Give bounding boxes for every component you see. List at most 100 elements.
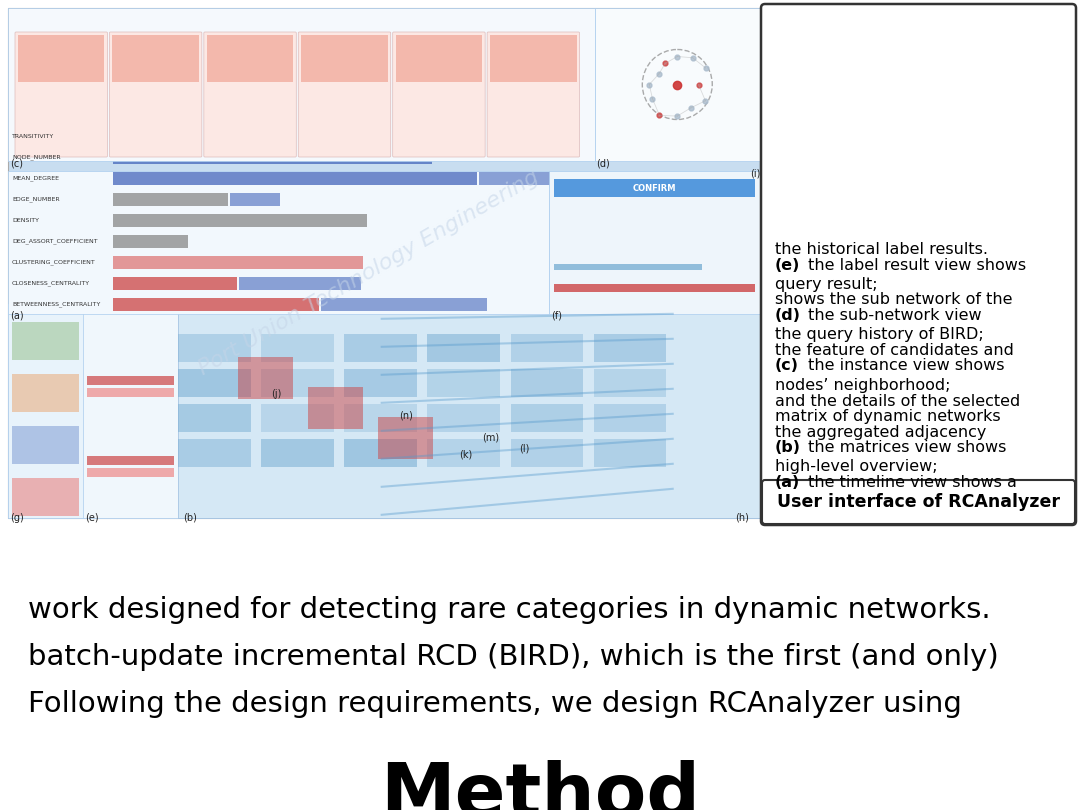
Text: (l): (l): [519, 443, 529, 453]
FancyBboxPatch shape: [594, 404, 666, 432]
FancyBboxPatch shape: [428, 334, 500, 362]
FancyBboxPatch shape: [112, 35, 199, 82]
Text: nodes’ neighborhood;: nodes’ neighborhood;: [775, 378, 950, 393]
Text: (e): (e): [775, 258, 800, 272]
Text: (d): (d): [596, 158, 610, 168]
FancyBboxPatch shape: [113, 298, 319, 311]
FancyBboxPatch shape: [239, 277, 361, 290]
FancyBboxPatch shape: [83, 304, 178, 518]
FancyBboxPatch shape: [109, 32, 202, 157]
Text: (d): (d): [775, 308, 801, 323]
FancyBboxPatch shape: [204, 32, 296, 157]
Text: DEG_ASSORT_COEFFICIENT: DEG_ASSORT_COEFFICIENT: [12, 238, 97, 244]
Text: and the details of the selected: and the details of the selected: [775, 394, 1021, 408]
FancyBboxPatch shape: [428, 369, 500, 397]
Text: the query history of BIRD;: the query history of BIRD;: [775, 327, 984, 343]
FancyBboxPatch shape: [487, 32, 580, 157]
FancyBboxPatch shape: [238, 357, 293, 399]
FancyBboxPatch shape: [113, 193, 228, 206]
FancyBboxPatch shape: [178, 439, 251, 467]
FancyBboxPatch shape: [113, 277, 237, 290]
FancyBboxPatch shape: [490, 35, 577, 82]
Text: Following the design requirements, we design RCAnalyzer using: Following the design requirements, we de…: [28, 690, 962, 718]
Text: query result;: query result;: [775, 277, 878, 292]
FancyBboxPatch shape: [178, 304, 760, 518]
Text: (n): (n): [399, 411, 413, 421]
FancyBboxPatch shape: [511, 404, 583, 432]
Text: (f): (f): [552, 311, 563, 321]
Text: MEAN_DEGREE: MEAN_DEGREE: [12, 175, 59, 181]
FancyBboxPatch shape: [428, 404, 500, 432]
FancyBboxPatch shape: [87, 468, 174, 477]
FancyBboxPatch shape: [594, 334, 666, 362]
Text: (a): (a): [10, 311, 24, 321]
FancyBboxPatch shape: [345, 439, 417, 467]
FancyBboxPatch shape: [393, 32, 485, 157]
Text: the sub-network view: the sub-network view: [804, 308, 982, 323]
Text: matrix of dynamic networks: matrix of dynamic networks: [775, 409, 1001, 424]
Text: NODE_NUMBER: NODE_NUMBER: [12, 154, 60, 160]
FancyBboxPatch shape: [511, 369, 583, 397]
FancyBboxPatch shape: [15, 32, 107, 157]
Text: (h): (h): [735, 513, 748, 523]
FancyBboxPatch shape: [113, 256, 363, 269]
Text: CONFIRM: CONFIRM: [633, 184, 676, 193]
Text: (b): (b): [775, 440, 801, 455]
Text: the aggregated adjacency: the aggregated adjacency: [775, 424, 986, 440]
FancyBboxPatch shape: [345, 369, 417, 397]
Text: EDGE_NUMBER: EDGE_NUMBER: [12, 196, 59, 202]
FancyBboxPatch shape: [321, 298, 487, 311]
FancyBboxPatch shape: [595, 8, 760, 161]
FancyBboxPatch shape: [761, 4, 1076, 525]
FancyBboxPatch shape: [230, 193, 280, 206]
Text: high-level overview;: high-level overview;: [775, 459, 937, 475]
Text: BETWEENNESS_CENTRALITY: BETWEENNESS_CENTRALITY: [12, 301, 100, 307]
FancyBboxPatch shape: [308, 387, 363, 429]
Text: User interface of RCAnalyzer: User interface of RCAnalyzer: [777, 493, 1059, 511]
FancyBboxPatch shape: [594, 369, 666, 397]
FancyBboxPatch shape: [12, 322, 79, 360]
FancyBboxPatch shape: [345, 334, 417, 362]
FancyBboxPatch shape: [762, 480, 1075, 524]
FancyBboxPatch shape: [511, 439, 583, 467]
Text: CLOSENESS_CENTRALITY: CLOSENESS_CENTRALITY: [12, 280, 90, 286]
FancyBboxPatch shape: [554, 179, 755, 197]
FancyBboxPatch shape: [87, 388, 174, 397]
Text: DENSITY: DENSITY: [12, 218, 39, 223]
Text: the timeline view shows a: the timeline view shows a: [804, 475, 1017, 490]
FancyBboxPatch shape: [511, 334, 583, 362]
FancyBboxPatch shape: [18, 35, 105, 82]
FancyBboxPatch shape: [8, 8, 760, 518]
Text: the instance view shows: the instance view shows: [804, 359, 1004, 373]
FancyBboxPatch shape: [113, 214, 367, 227]
Text: (a): (a): [775, 475, 800, 490]
FancyBboxPatch shape: [113, 235, 188, 248]
FancyBboxPatch shape: [261, 404, 334, 432]
FancyBboxPatch shape: [12, 374, 79, 412]
Text: TRANSITIVITY: TRANSITIVITY: [12, 134, 54, 139]
FancyBboxPatch shape: [113, 172, 476, 185]
Text: the historical label results.: the historical label results.: [775, 242, 988, 257]
FancyBboxPatch shape: [594, 439, 666, 467]
FancyBboxPatch shape: [87, 376, 174, 385]
Text: (k): (k): [459, 450, 472, 459]
FancyBboxPatch shape: [207, 35, 294, 82]
Text: CLUSTERING_COEFFICIENT: CLUSTERING_COEFFICIENT: [12, 259, 96, 265]
FancyBboxPatch shape: [8, 304, 83, 518]
Text: Method: Method: [380, 760, 700, 810]
FancyBboxPatch shape: [301, 35, 388, 82]
FancyBboxPatch shape: [345, 404, 417, 432]
FancyBboxPatch shape: [428, 439, 500, 467]
Text: (c): (c): [775, 359, 799, 373]
Text: (m): (m): [482, 433, 499, 442]
Text: shows the sub network of the: shows the sub network of the: [775, 292, 1013, 308]
Text: the label result view shows: the label result view shows: [804, 258, 1026, 272]
FancyBboxPatch shape: [554, 284, 755, 292]
Text: batch-update incremental RCD (BIRD), which is the first (and only): batch-update incremental RCD (BIRD), whi…: [28, 643, 999, 671]
FancyBboxPatch shape: [113, 151, 432, 164]
FancyBboxPatch shape: [178, 369, 251, 397]
FancyBboxPatch shape: [261, 439, 334, 467]
FancyBboxPatch shape: [554, 264, 702, 270]
FancyBboxPatch shape: [378, 417, 433, 459]
FancyBboxPatch shape: [12, 426, 79, 464]
